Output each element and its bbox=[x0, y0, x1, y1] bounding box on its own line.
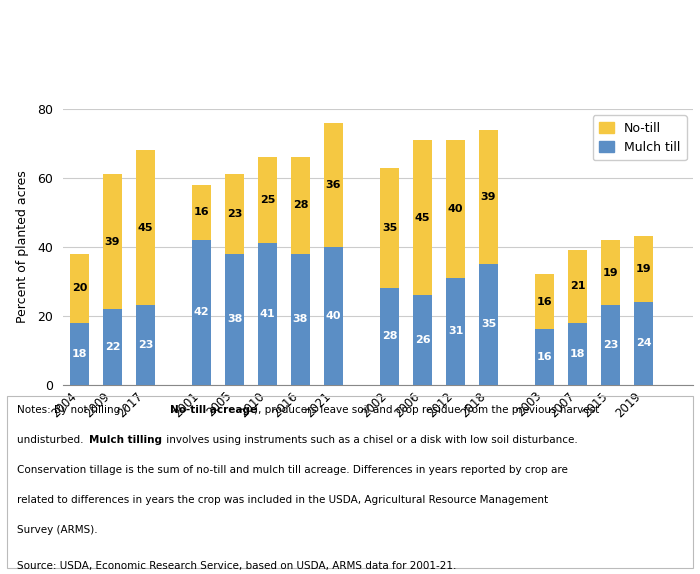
Text: 38: 38 bbox=[227, 314, 242, 324]
Bar bbox=[323, 247, 344, 385]
Text: 16: 16 bbox=[537, 352, 552, 362]
Bar bbox=[446, 140, 466, 278]
Text: 38: 38 bbox=[293, 314, 308, 324]
Bar bbox=[136, 150, 155, 305]
Text: 26: 26 bbox=[414, 335, 430, 345]
Text: 25: 25 bbox=[260, 195, 275, 205]
Text: 45: 45 bbox=[138, 223, 153, 233]
Text: 16: 16 bbox=[194, 207, 209, 218]
Text: 40: 40 bbox=[326, 311, 341, 321]
Bar bbox=[634, 302, 653, 385]
Y-axis label: Percent of planted acres: Percent of planted acres bbox=[16, 170, 29, 323]
Text: Source: USDA, Economic Research Service, based on USDA, ARMS data for 2001-21.: Source: USDA, Economic Research Service,… bbox=[18, 561, 456, 571]
Bar bbox=[192, 240, 211, 385]
Bar bbox=[446, 278, 466, 385]
Text: acreage for select crops: acreage for select crops bbox=[14, 64, 241, 82]
Text: U.S. DEPARTMENT OF AGRICULTURE: U.S. DEPARTMENT OF AGRICULTURE bbox=[486, 41, 648, 51]
Bar bbox=[103, 174, 122, 309]
Text: 39: 39 bbox=[481, 192, 496, 202]
Text: 36: 36 bbox=[326, 180, 341, 190]
Text: 31: 31 bbox=[448, 326, 463, 336]
Bar bbox=[225, 254, 244, 385]
Text: 19: 19 bbox=[636, 264, 651, 274]
Bar bbox=[379, 288, 400, 385]
Legend: No-till, Mulch till: No-till, Mulch till bbox=[593, 115, 687, 160]
Text: 35: 35 bbox=[481, 319, 496, 329]
Bar bbox=[192, 185, 211, 240]
Bar bbox=[568, 250, 587, 323]
Bar bbox=[601, 240, 620, 305]
Bar bbox=[103, 309, 122, 385]
Text: 20: 20 bbox=[72, 283, 88, 293]
Text: 23: 23 bbox=[603, 340, 618, 350]
Text: related to differences in years the crop was included in the USDA, Agricultural : related to differences in years the crop… bbox=[18, 495, 548, 505]
Bar bbox=[290, 254, 310, 385]
Text: 19: 19 bbox=[603, 267, 618, 278]
Bar bbox=[535, 329, 554, 385]
Text: USDA: USDA bbox=[427, 18, 490, 37]
Text: 41: 41 bbox=[260, 309, 275, 319]
Text: Economic Research Service: Economic Research Service bbox=[486, 13, 678, 25]
Text: 40: 40 bbox=[448, 204, 463, 214]
Text: 28: 28 bbox=[382, 331, 398, 342]
Bar bbox=[568, 323, 587, 385]
Text: involves using instruments such as a chisel or a disk with low soil disturbance.: involves using instruments such as a chi… bbox=[163, 435, 578, 445]
Text: Conservation tillage is the sum of no-till and mulch till acreage. Differences i: Conservation tillage is the sum of no-ti… bbox=[18, 465, 568, 475]
Bar bbox=[479, 264, 498, 385]
Bar bbox=[258, 157, 277, 243]
Bar bbox=[379, 168, 400, 288]
Text: 35: 35 bbox=[382, 223, 397, 233]
Bar bbox=[535, 274, 554, 329]
Text: Notes: By not tilling (: Notes: By not tilling ( bbox=[18, 405, 128, 414]
Bar bbox=[323, 123, 344, 247]
Text: 45: 45 bbox=[415, 212, 430, 223]
Text: 23: 23 bbox=[138, 340, 153, 350]
Text: Survey (ARMS).: Survey (ARMS). bbox=[18, 525, 98, 535]
Bar bbox=[412, 140, 433, 295]
Text: 16: 16 bbox=[537, 297, 552, 307]
Text: 21: 21 bbox=[570, 281, 585, 292]
Text: 24: 24 bbox=[636, 338, 651, 348]
Text: No-till acreage: No-till acreage bbox=[169, 405, 257, 414]
Text: 18: 18 bbox=[71, 348, 88, 359]
Text: 18: 18 bbox=[570, 348, 585, 359]
Bar bbox=[69, 254, 90, 323]
Bar bbox=[225, 174, 244, 254]
Text: 28: 28 bbox=[293, 200, 308, 211]
Text: Percent of mulch till and no-till planted: Percent of mulch till and no-till plante… bbox=[14, 29, 383, 47]
Text: ), producers leave soil and crop residue from the previous harvest: ), producers leave soil and crop residue… bbox=[254, 405, 599, 414]
Bar bbox=[136, 305, 155, 385]
Bar bbox=[601, 305, 620, 385]
Bar bbox=[69, 323, 90, 385]
Bar bbox=[258, 243, 277, 385]
Bar bbox=[634, 236, 653, 302]
Text: 23: 23 bbox=[227, 209, 242, 219]
Text: 22: 22 bbox=[105, 342, 120, 352]
Text: undisturbed.: undisturbed. bbox=[18, 435, 87, 445]
Bar bbox=[290, 157, 310, 254]
Text: Mulch tilling: Mulch tilling bbox=[90, 435, 162, 445]
Text: 39: 39 bbox=[105, 236, 120, 247]
Bar bbox=[479, 130, 498, 264]
Text: 42: 42 bbox=[194, 307, 209, 317]
Bar bbox=[412, 295, 433, 385]
